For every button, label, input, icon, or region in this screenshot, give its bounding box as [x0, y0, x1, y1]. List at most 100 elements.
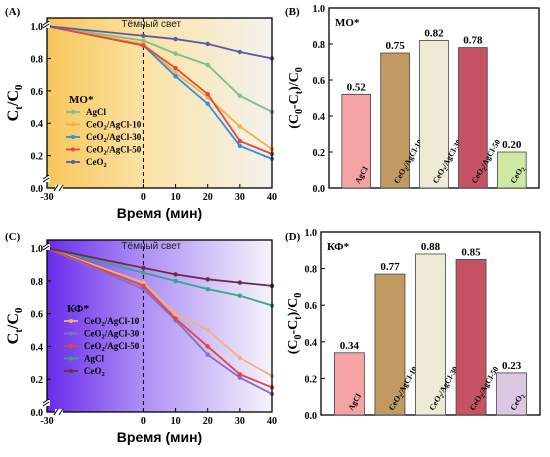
- legend-marker-2: [69, 344, 73, 348]
- data-point-4-1: [141, 265, 146, 271]
- x-tick-label: 0: [141, 192, 146, 203]
- bar-value-label-1: 0.75: [385, 40, 405, 52]
- y-tick-label: 1.0: [313, 4, 326, 15]
- axis-break-mark: [42, 20, 50, 26]
- axis-break-gap: [55, 409, 63, 415]
- legend-marker-2: [71, 135, 75, 139]
- data-point-2-3: [205, 344, 210, 349]
- y-tick-label: 0.2: [31, 152, 44, 163]
- y-tick-label: 0.8: [31, 54, 44, 65]
- data-point-4-1: [141, 33, 146, 39]
- y-tick-label: 0.2: [313, 148, 326, 159]
- panel-label: (A): [5, 6, 21, 18]
- legend-label-1: CeO2/AgCl-10: [86, 120, 142, 132]
- axis-break-mark: [58, 408, 64, 416]
- x-axis-label: Время (мин): [117, 429, 202, 445]
- series-line-4: [46, 25, 273, 60]
- dark-light-label: Тёмный свет: [121, 19, 181, 30]
- panel-a-line-chart: Тёмный свет 0.0 0.2 0.4 0.6 0.8 1.0 -30 0 10 20 30 4…: [5, 6, 277, 221]
- series-line-3: [46, 25, 273, 155]
- panel-d-bar-chart: 0.00.20.40.60.81.00.34AgCl0.77CeO2/AgCl-…: [285, 228, 541, 422]
- legend-marker-4: [69, 369, 73, 373]
- bar-value-label-2: 0.82: [424, 27, 444, 39]
- data-point-1-3: [205, 352, 210, 357]
- y-tick-label: 0.2: [305, 374, 318, 385]
- data-point-2-3: [205, 101, 210, 107]
- y-tick-label: 0.8: [305, 265, 318, 276]
- legend-label-4: CeO2: [84, 366, 105, 378]
- x-tick-label: 40: [267, 416, 277, 427]
- data-point-0-1: [141, 38, 146, 43]
- plot-frame: [46, 239, 273, 413]
- bar-value-label-2: 0.88: [421, 241, 441, 253]
- bar-1: [380, 52, 410, 189]
- data-point-2-2: [173, 316, 178, 321]
- plot-frame: [46, 17, 273, 189]
- x-tick-label: 40: [267, 192, 277, 203]
- y-tick-label: 0.2: [31, 375, 44, 386]
- y-tick-label: 0.8: [313, 40, 326, 51]
- data-point-4-3: [205, 41, 210, 47]
- data-point-3-4: [237, 138, 243, 144]
- y-tick-label: 0.0: [31, 184, 44, 195]
- axis-break-mark: [42, 177, 50, 183]
- dark-light-label: Тёмный свет: [121, 241, 181, 252]
- bar-4: [496, 151, 527, 189]
- panel-c-line-chart: Тёмный свет 0.0 0.2 0.4 0.6 0.8 1.0 -30 0 10 20 30 4…: [5, 231, 277, 445]
- bar-value-label-0: 0.52: [347, 81, 367, 93]
- bar-value-label-0: 0.34: [340, 340, 360, 352]
- x-tick-label: 0: [141, 416, 146, 427]
- x-tick-label: -30: [40, 192, 53, 203]
- data-point-3-3: [205, 91, 210, 97]
- legend-label-3: AgCl: [84, 354, 104, 364]
- legend-title: MO*: [69, 94, 94, 106]
- data-point-1-4: [237, 375, 243, 380]
- series-line-3: [46, 247, 273, 307]
- data-point-4-2: [173, 272, 178, 277]
- data-point-4-4: [237, 280, 243, 285]
- bar-1: [374, 273, 406, 416]
- data-point-0-2: [173, 51, 178, 56]
- legend-title: КФ*: [327, 241, 350, 253]
- data-point-1-4: [237, 124, 243, 129]
- series-line-0: [46, 247, 273, 377]
- bar-2: [419, 40, 449, 189]
- bar-value-label-1: 0.77: [380, 261, 400, 273]
- data-point-3-1: [141, 270, 146, 275]
- legend-label-2: CeO2/AgCl-50: [84, 341, 140, 353]
- data-point-0-2: [173, 311, 178, 316]
- y-tick-label: 0.4: [31, 342, 44, 353]
- y-tick-label: 1.0: [305, 228, 318, 239]
- axis-break-mark: [42, 23, 50, 29]
- legend-label-3: CeO2/AgCl-50: [86, 145, 142, 157]
- y-tick-label: 0.0: [305, 411, 318, 422]
- bar-value-label-3: 0.78: [463, 35, 483, 47]
- data-point-4-2: [173, 36, 178, 42]
- y-tick-label: 1.0: [31, 22, 44, 33]
- legend-marker-1: [69, 331, 73, 336]
- data-point-3-2: [173, 65, 178, 71]
- y-tick-label: 0.4: [31, 119, 44, 130]
- legend-label-0: AgCl: [86, 107, 106, 117]
- axis-break-mark: [42, 401, 50, 407]
- y-tick-label: 0.4: [305, 338, 318, 349]
- bar-value-label-4: 0.23: [502, 360, 522, 372]
- legend-label-4: CeO2: [86, 157, 107, 169]
- bar-0: [341, 94, 372, 189]
- bar-3: [455, 259, 487, 416]
- x-tick-label: 20: [203, 192, 213, 203]
- data-point-3-4: [237, 293, 243, 298]
- y-tick-label: 0.0: [31, 408, 44, 419]
- data-point-0-3: [205, 327, 210, 333]
- panel-b-bar-chart: 0.00.20.40.60.81.00.52AgCl0.75CeO2/AgCl-…: [285, 4, 540, 195]
- data-point-0-4: [237, 93, 243, 98]
- legend-label-2: CeO2/AgCl-30: [86, 132, 142, 144]
- data-point-2-4: [237, 372, 243, 377]
- y-axis-label: Ct/C0: [5, 84, 25, 121]
- data-point-3-2: [173, 278, 178, 284]
- y-tick-label: 0.6: [313, 76, 326, 87]
- x-tick-label: -30: [40, 416, 53, 427]
- y-tick-label: 0.4: [313, 112, 326, 123]
- series-line-1: [46, 247, 273, 395]
